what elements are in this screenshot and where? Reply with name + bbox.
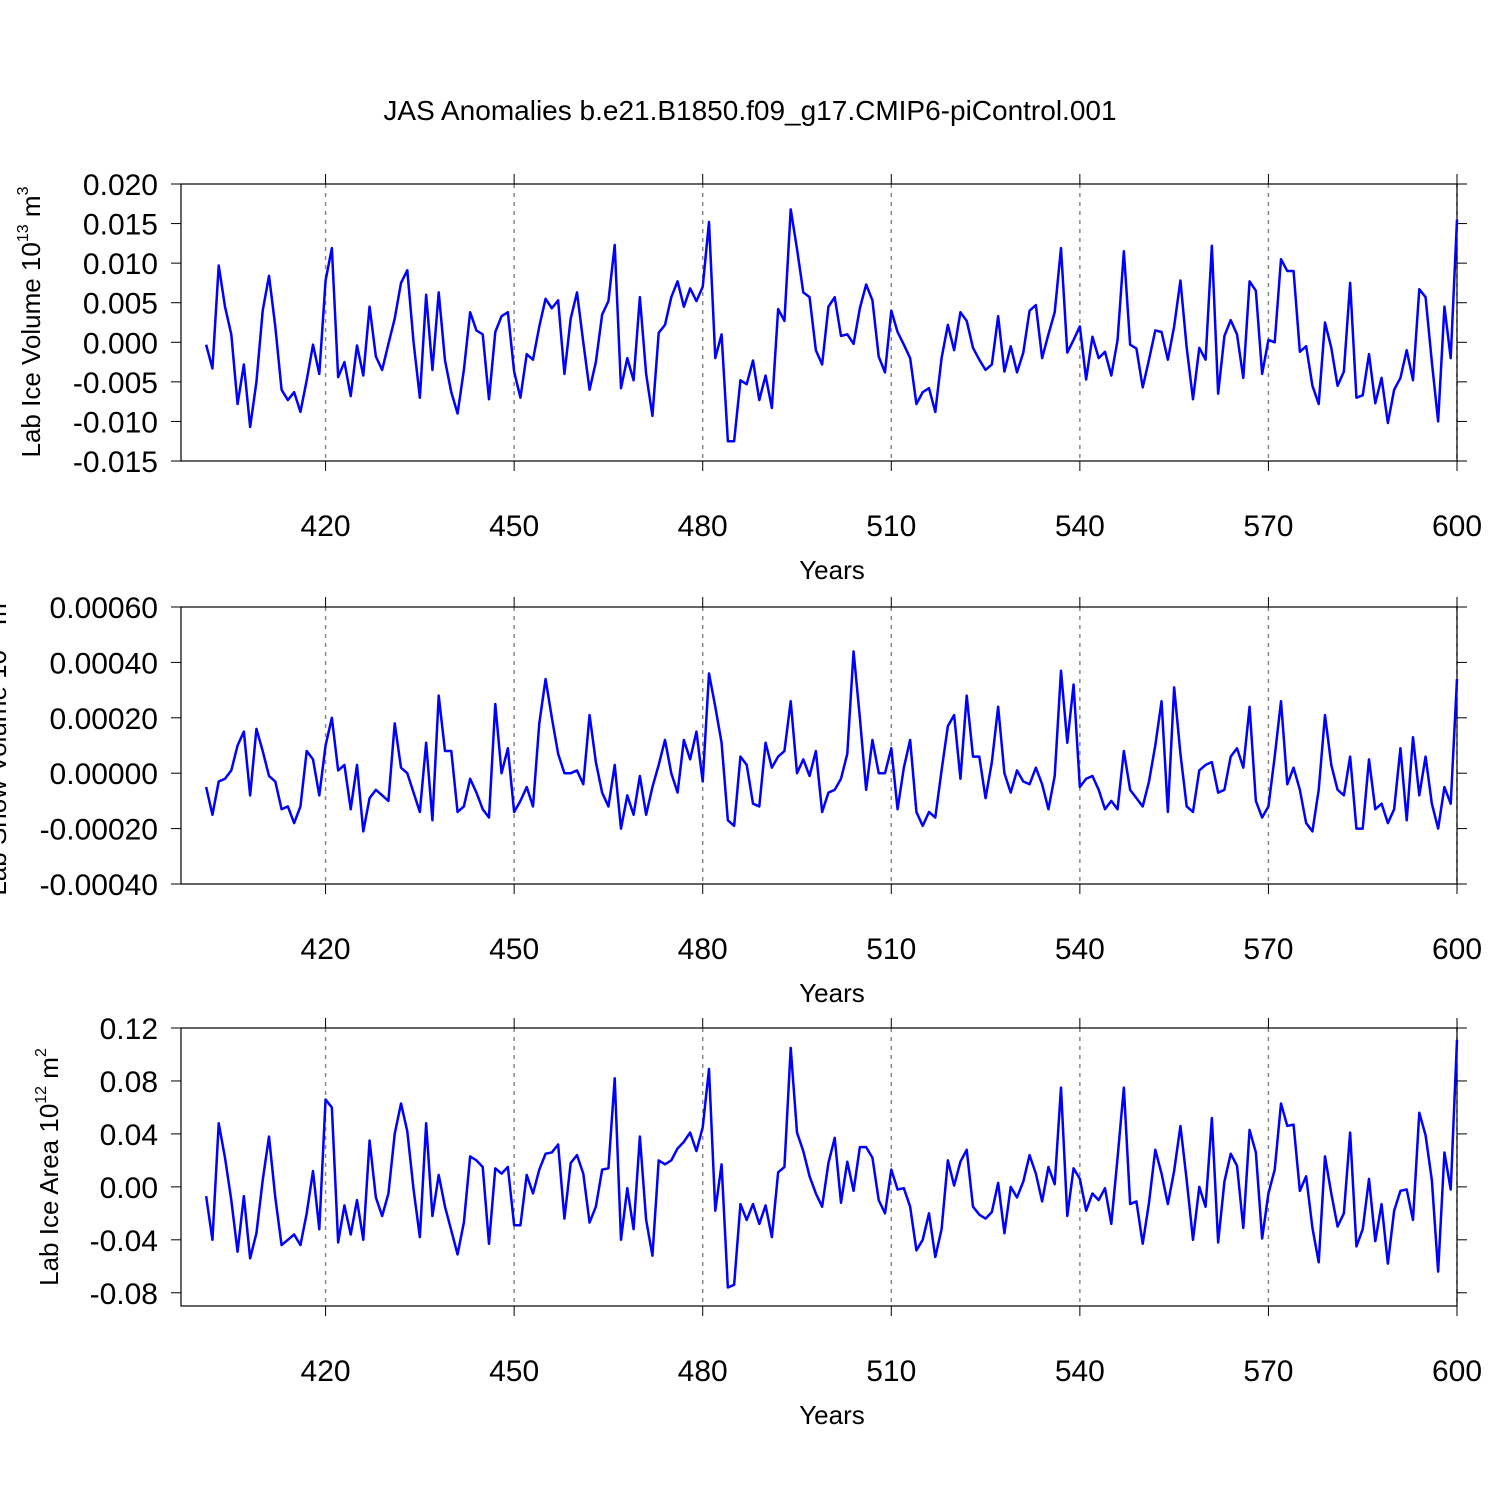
data-line [204,1039,1459,1289]
x-tick-label: 570 [1243,510,1293,543]
y-tick-label: 0.00040 [50,647,158,680]
x-tick-label: 600 [1432,933,1482,966]
y-tick-label: -0.08 [90,1278,158,1311]
chart-title: JAS Anomalies b.e21.B1850.f09_g17.CMIP6-… [383,95,1116,126]
y-axis-label-part: Lab Snow Volume 10 [0,650,12,896]
plot-frame [180,606,1458,885]
x-tick-label: 480 [678,1355,728,1388]
x-tick-label: 450 [489,933,539,966]
y-axis-label-superscript: 13 [15,224,32,242]
y-axis-label-part: m [34,1057,64,1086]
y-axis-label-superscript: 12 [33,1086,50,1104]
x-tick-label: 600 [1432,1355,1482,1388]
x-tick-label: 450 [489,1355,539,1388]
x-tick-label: 510 [866,933,916,966]
y-axis-label-part: Lab Ice Volume 10 [16,242,46,457]
x-tick-label: 570 [1243,933,1293,966]
y-axis-label-superscript: 3 [15,186,32,195]
x-axis-label: Years [799,555,865,585]
x-tick-label: 450 [489,510,539,543]
y-axis-label: Lab Ice Area 1012 m2 [33,1048,64,1286]
x-tick-label: 420 [301,510,351,543]
y-tick-label: 0.08 [100,1066,158,1099]
y-tick-label: -0.015 [73,446,158,479]
x-tick-label: 510 [866,510,916,543]
y-tick-label: -0.04 [90,1225,158,1258]
y-tick-label: 0.020 [83,169,158,202]
y-tick-label: 0.00 [100,1172,158,1205]
y-tick-label: -0.005 [73,367,158,400]
y-tick-label: -0.00040 [40,869,158,902]
x-tick-label: 540 [1055,510,1105,543]
y-tick-label: -0.00020 [40,814,158,847]
y-axis-label-part: Lab Ice Area 10 [34,1104,64,1286]
x-axis-label: Years [799,978,865,1008]
plot-frame [180,183,1458,462]
y-tick-label: -0.010 [73,406,158,439]
y-axis-label-superscript: 2 [33,1048,50,1057]
y-tick-label: 0.015 [83,209,158,242]
y-tick-label: 0.00000 [50,758,158,791]
y-tick-label: 0.005 [83,288,158,321]
x-tick-label: 540 [1055,1355,1105,1388]
y-axis-label-part: m [16,195,46,224]
y-tick-label: 0.00060 [50,592,158,625]
x-tick-label: 570 [1243,1355,1293,1388]
x-tick-label: 480 [678,933,728,966]
x-tick-label: 420 [301,1355,351,1388]
y-tick-label: 0.000 [83,327,158,360]
y-tick-label: 0.010 [83,248,158,281]
x-tick-label: 540 [1055,933,1105,966]
x-tick-label: 420 [301,933,351,966]
y-axis-label: Lab Snow Volume 1013 m3 [0,594,12,895]
data-line [204,650,1459,833]
plot-frame [180,1027,1458,1307]
y-axis-label: Lab Ice Volume 1013 m3 [15,186,46,457]
x-axis-label: Years [799,1400,865,1430]
y-tick-label: 0.00020 [50,703,158,736]
y-axis-label-part: m [0,603,12,632]
y-tick-label: 0.12 [100,1013,158,1046]
x-tick-label: 510 [866,1355,916,1388]
x-tick-label: 600 [1432,510,1482,543]
x-tick-label: 480 [678,510,728,543]
y-tick-label: 0.04 [100,1119,158,1152]
data-line [204,208,1459,443]
